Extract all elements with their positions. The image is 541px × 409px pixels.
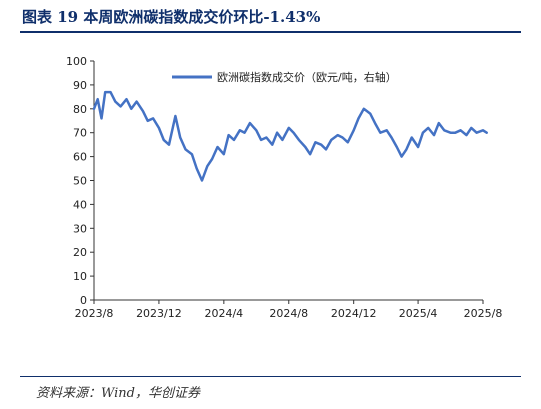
y-tick-label: 0 bbox=[80, 294, 87, 307]
x-tick-label: 2023/8 bbox=[75, 307, 114, 320]
legend-label: 欧洲碳指数成交价（欧元/吨，右轴） bbox=[217, 70, 397, 84]
series-line bbox=[92, 90, 488, 182]
x-tick-label: 2024/12 bbox=[331, 307, 377, 320]
y-tick-label: 70 bbox=[73, 127, 87, 140]
y-tick-label: 30 bbox=[73, 222, 87, 235]
y-tick-label: 10 bbox=[73, 270, 87, 283]
y-axis: 0 10 20 30 40 50 60 70 80 90 100 bbox=[66, 55, 95, 307]
x-tick-label: 2024/8 bbox=[269, 307, 308, 320]
figure-title: 图表 19 本周欧洲碳指数成交价环比-1.43% bbox=[22, 8, 321, 26]
y-tick-label: 50 bbox=[73, 175, 87, 188]
x-tick-label: 2025/8 bbox=[464, 307, 503, 320]
y-tick-label: 40 bbox=[73, 198, 87, 211]
y-tick-label: 20 bbox=[73, 246, 87, 259]
source-divider bbox=[20, 376, 521, 377]
y-tick-label: 60 bbox=[73, 151, 87, 164]
x-tick-label: 2023/12 bbox=[136, 307, 182, 320]
x-axis: 2023/8 2023/12 2024/4 2024/8 2024/12 2025/4 20… bbox=[75, 299, 503, 320]
y-tick-label: 80 bbox=[73, 103, 87, 116]
source-note: 资料来源：Wind，华创证券 bbox=[36, 386, 200, 401]
y-tick-label: 100 bbox=[66, 55, 87, 68]
title-divider bbox=[20, 31, 521, 33]
x-tick-label: 2025/4 bbox=[399, 307, 438, 320]
legend: 欧洲碳指数成交价（欧元/吨，右轴） bbox=[172, 70, 397, 84]
y-tick-label: 90 bbox=[73, 79, 87, 92]
x-tick-label: 2024/4 bbox=[204, 307, 243, 320]
